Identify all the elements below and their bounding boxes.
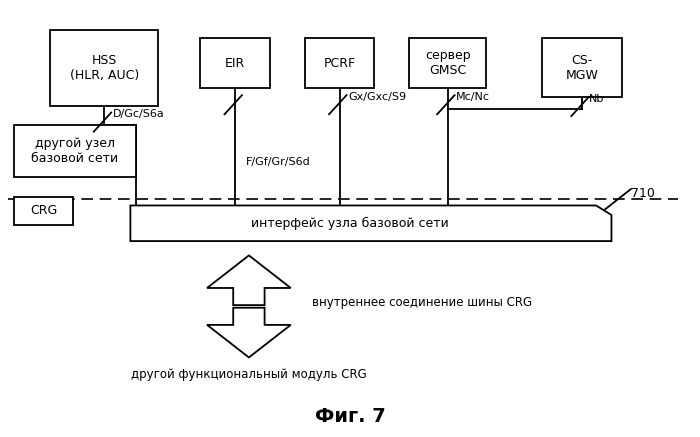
Polygon shape <box>130 205 612 241</box>
FancyBboxPatch shape <box>14 197 74 225</box>
Text: Фиг. 7: Фиг. 7 <box>314 407 386 426</box>
Text: Mc/Nc: Mc/Nc <box>456 92 490 102</box>
Text: Nb: Nb <box>589 94 604 104</box>
FancyBboxPatch shape <box>410 38 486 88</box>
Text: EIR: EIR <box>225 57 245 70</box>
FancyBboxPatch shape <box>542 38 622 97</box>
Text: D/Gc/S6a: D/Gc/S6a <box>113 109 164 119</box>
Polygon shape <box>207 255 290 305</box>
Text: CRG: CRG <box>30 205 57 217</box>
Text: другой узел
базовой сети: другой узел базовой сети <box>32 137 118 165</box>
Text: F/Gf/Gr/S6d: F/Gf/Gr/S6d <box>246 157 310 167</box>
FancyBboxPatch shape <box>14 125 136 177</box>
FancyBboxPatch shape <box>304 38 374 88</box>
FancyBboxPatch shape <box>200 38 270 88</box>
Text: PCRF: PCRF <box>323 57 356 70</box>
Text: HSS
(HLR, AUC): HSS (HLR, AUC) <box>69 54 139 82</box>
Text: интерфейс узла базовой сети: интерфейс узла базовой сети <box>251 217 449 230</box>
Text: другой функциональный модуль CRG: другой функциональный модуль CRG <box>131 368 367 382</box>
Text: сервер
GMSC: сервер GMSC <box>425 49 470 77</box>
Text: внутреннее соединение шины CRG: внутреннее соединение шины CRG <box>312 295 532 309</box>
FancyBboxPatch shape <box>50 30 158 106</box>
Text: CS-
MGW: CS- MGW <box>566 54 598 82</box>
Polygon shape <box>207 308 290 357</box>
Text: 710: 710 <box>631 187 655 200</box>
Text: Gx/Gxc/S9: Gx/Gxc/S9 <box>348 92 406 102</box>
